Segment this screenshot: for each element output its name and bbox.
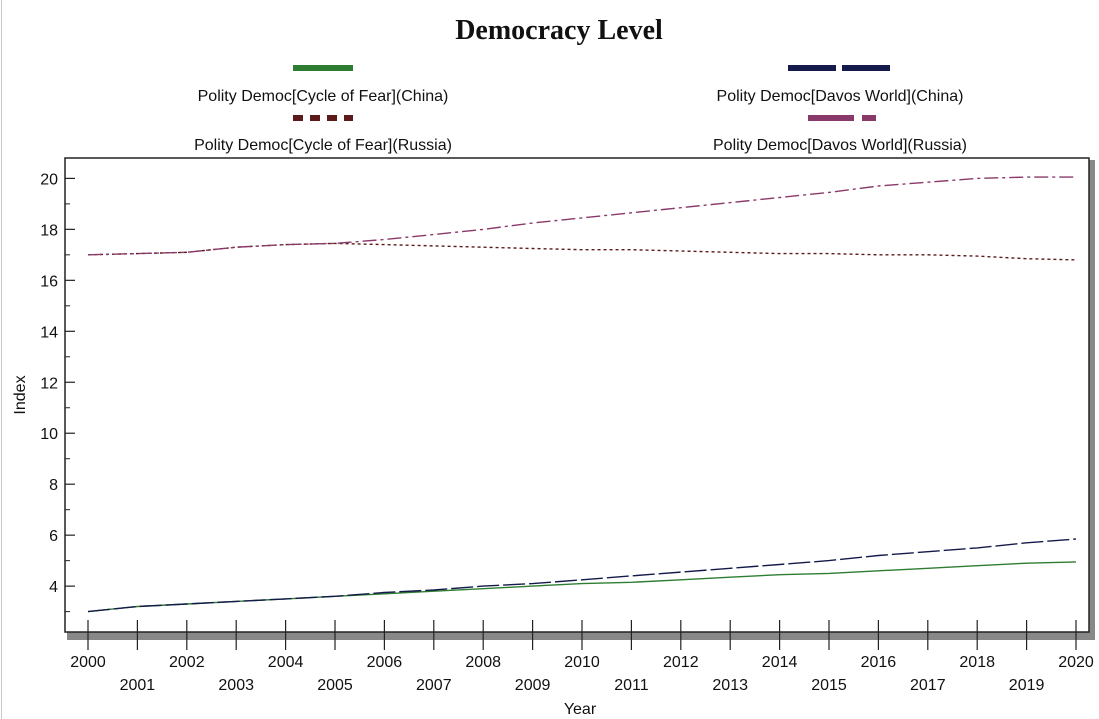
x-tick-label-2010: 2010 bbox=[564, 654, 600, 671]
y-tick-label-16: 16 bbox=[40, 273, 58, 290]
legend-entry-3: Polity Democ[Davos World](Russia) bbox=[713, 115, 967, 154]
y-tick-label-14: 14 bbox=[40, 324, 58, 341]
legend-label-2: Polity Democ[Cycle of Fear](Russia) bbox=[194, 137, 452, 154]
y-tick-label-18: 18 bbox=[40, 222, 58, 239]
x-axis: 2000 2001 2002 2003 2004 2005 2006 2007 2008 2009… bbox=[70, 620, 1094, 694]
x-tick-label-2011: 2011 bbox=[614, 677, 649, 694]
plot-shadow-right bbox=[1089, 160, 1095, 640]
x-axis-label: Year bbox=[564, 701, 597, 718]
y-tick-label-4: 4 bbox=[49, 579, 58, 596]
plot-box bbox=[64, 157, 1090, 633]
x-tick-label-2014: 2014 bbox=[762, 654, 798, 671]
y-tick-label-20: 20 bbox=[40, 171, 58, 188]
series-line-1 bbox=[87, 538, 1077, 613]
legend-entry-2: Polity Democ[Cycle of Fear](Russia) bbox=[194, 115, 452, 154]
x-tick-label-2007: 2007 bbox=[416, 677, 452, 694]
x-tick-label-2016: 2016 bbox=[861, 654, 897, 671]
chart-title: Democracy Level bbox=[455, 15, 663, 46]
legend-label-0: Polity Democ[Cycle of Fear](China) bbox=[198, 88, 449, 105]
x-tick-label-2020: 2020 bbox=[1058, 654, 1094, 671]
y-axis: 4 6 8 10 12 14 16 18 20 bbox=[40, 171, 75, 613]
x-tick-label-2013: 2013 bbox=[712, 677, 748, 694]
plot-shadow-bottom bbox=[67, 632, 1095, 640]
legend-entry-0: Polity Democ[Cycle of Fear](China) bbox=[198, 65, 449, 105]
x-tick-label-2002: 2002 bbox=[169, 654, 205, 671]
x-tick-label-2019: 2019 bbox=[1009, 677, 1045, 694]
x-tick-label-2009: 2009 bbox=[515, 677, 551, 694]
legend-entry-1: Polity Democ[Davos World](China) bbox=[717, 65, 964, 105]
x-tick-label-2001: 2001 bbox=[120, 677, 156, 694]
y-tick-label-12: 12 bbox=[40, 375, 58, 392]
x-tick-label-2012: 2012 bbox=[663, 654, 699, 671]
y-tick-label-10: 10 bbox=[40, 426, 58, 443]
legend-label-1: Polity Democ[Davos World](China) bbox=[717, 88, 964, 105]
y-tick-label-8: 8 bbox=[49, 477, 58, 494]
y-axis-label: Index bbox=[12, 375, 29, 414]
legend-label-3: Polity Democ[Davos World](Russia) bbox=[713, 137, 967, 154]
series-line-2 bbox=[87, 242, 1077, 261]
x-tick-label-2015: 2015 bbox=[811, 677, 847, 694]
series-line-3 bbox=[87, 176, 1076, 256]
x-tick-label-2006: 2006 bbox=[367, 654, 403, 671]
x-tick-label-2005: 2005 bbox=[317, 677, 353, 694]
y-tick-label-6: 6 bbox=[49, 528, 58, 545]
x-tick-label-2000: 2000 bbox=[70, 654, 106, 671]
x-tick-label-2004: 2004 bbox=[268, 654, 304, 671]
legend: Polity Democ[Cycle of Fear](China) Polit… bbox=[194, 65, 967, 154]
x-tick-label-2018: 2018 bbox=[959, 654, 995, 671]
x-tick-label-2017: 2017 bbox=[910, 677, 946, 694]
x-tick-label-2008: 2008 bbox=[465, 654, 501, 671]
x-tick-label-2003: 2003 bbox=[218, 677, 254, 694]
series-layer bbox=[87, 176, 1077, 613]
